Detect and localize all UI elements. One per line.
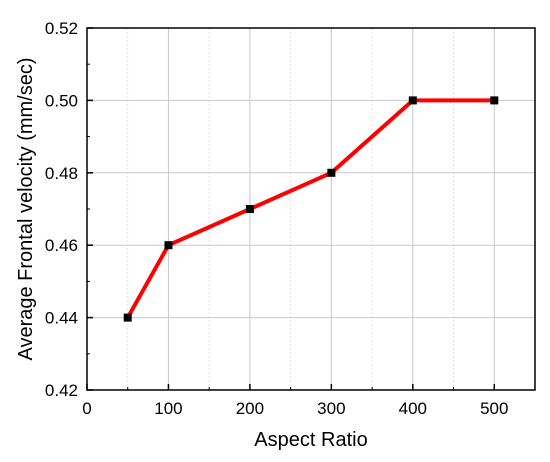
x-axis-title: Aspect Ratio	[254, 429, 367, 451]
y-tick-label: 0.50	[45, 91, 78, 110]
data-point	[408, 96, 417, 105]
ticks-layer: 0 100 200 300 400 500 0.42 0.44 0.46 0.48 0.50 0.52	[45, 19, 509, 418]
data-point	[123, 313, 132, 322]
x-tick-label: 400	[399, 399, 427, 418]
y-tick-label: 0.48	[45, 164, 78, 183]
x-tick-label: 500	[480, 399, 508, 418]
x-tick-label: 300	[317, 399, 345, 418]
x-tick-label: 100	[154, 399, 182, 418]
data-point	[327, 168, 336, 177]
y-tick-label: 0.52	[45, 19, 78, 38]
data-point	[245, 205, 254, 213]
series-layer	[123, 96, 499, 322]
data-point	[164, 241, 173, 250]
y-tick-label: 0.46	[45, 236, 78, 255]
x-tick-label: 200	[236, 399, 264, 418]
y-tick-label: 0.42	[45, 381, 78, 400]
grid-layer	[87, 28, 535, 390]
y-axis-title: Average Frontal velocity (mm/sec)	[15, 57, 37, 360]
series-line	[125, 98, 495, 319]
y-tick-label: 0.44	[45, 309, 78, 328]
plot-frame	[86, 27, 536, 391]
data-point	[490, 96, 499, 105]
x-tick-label: 0	[82, 399, 91, 418]
